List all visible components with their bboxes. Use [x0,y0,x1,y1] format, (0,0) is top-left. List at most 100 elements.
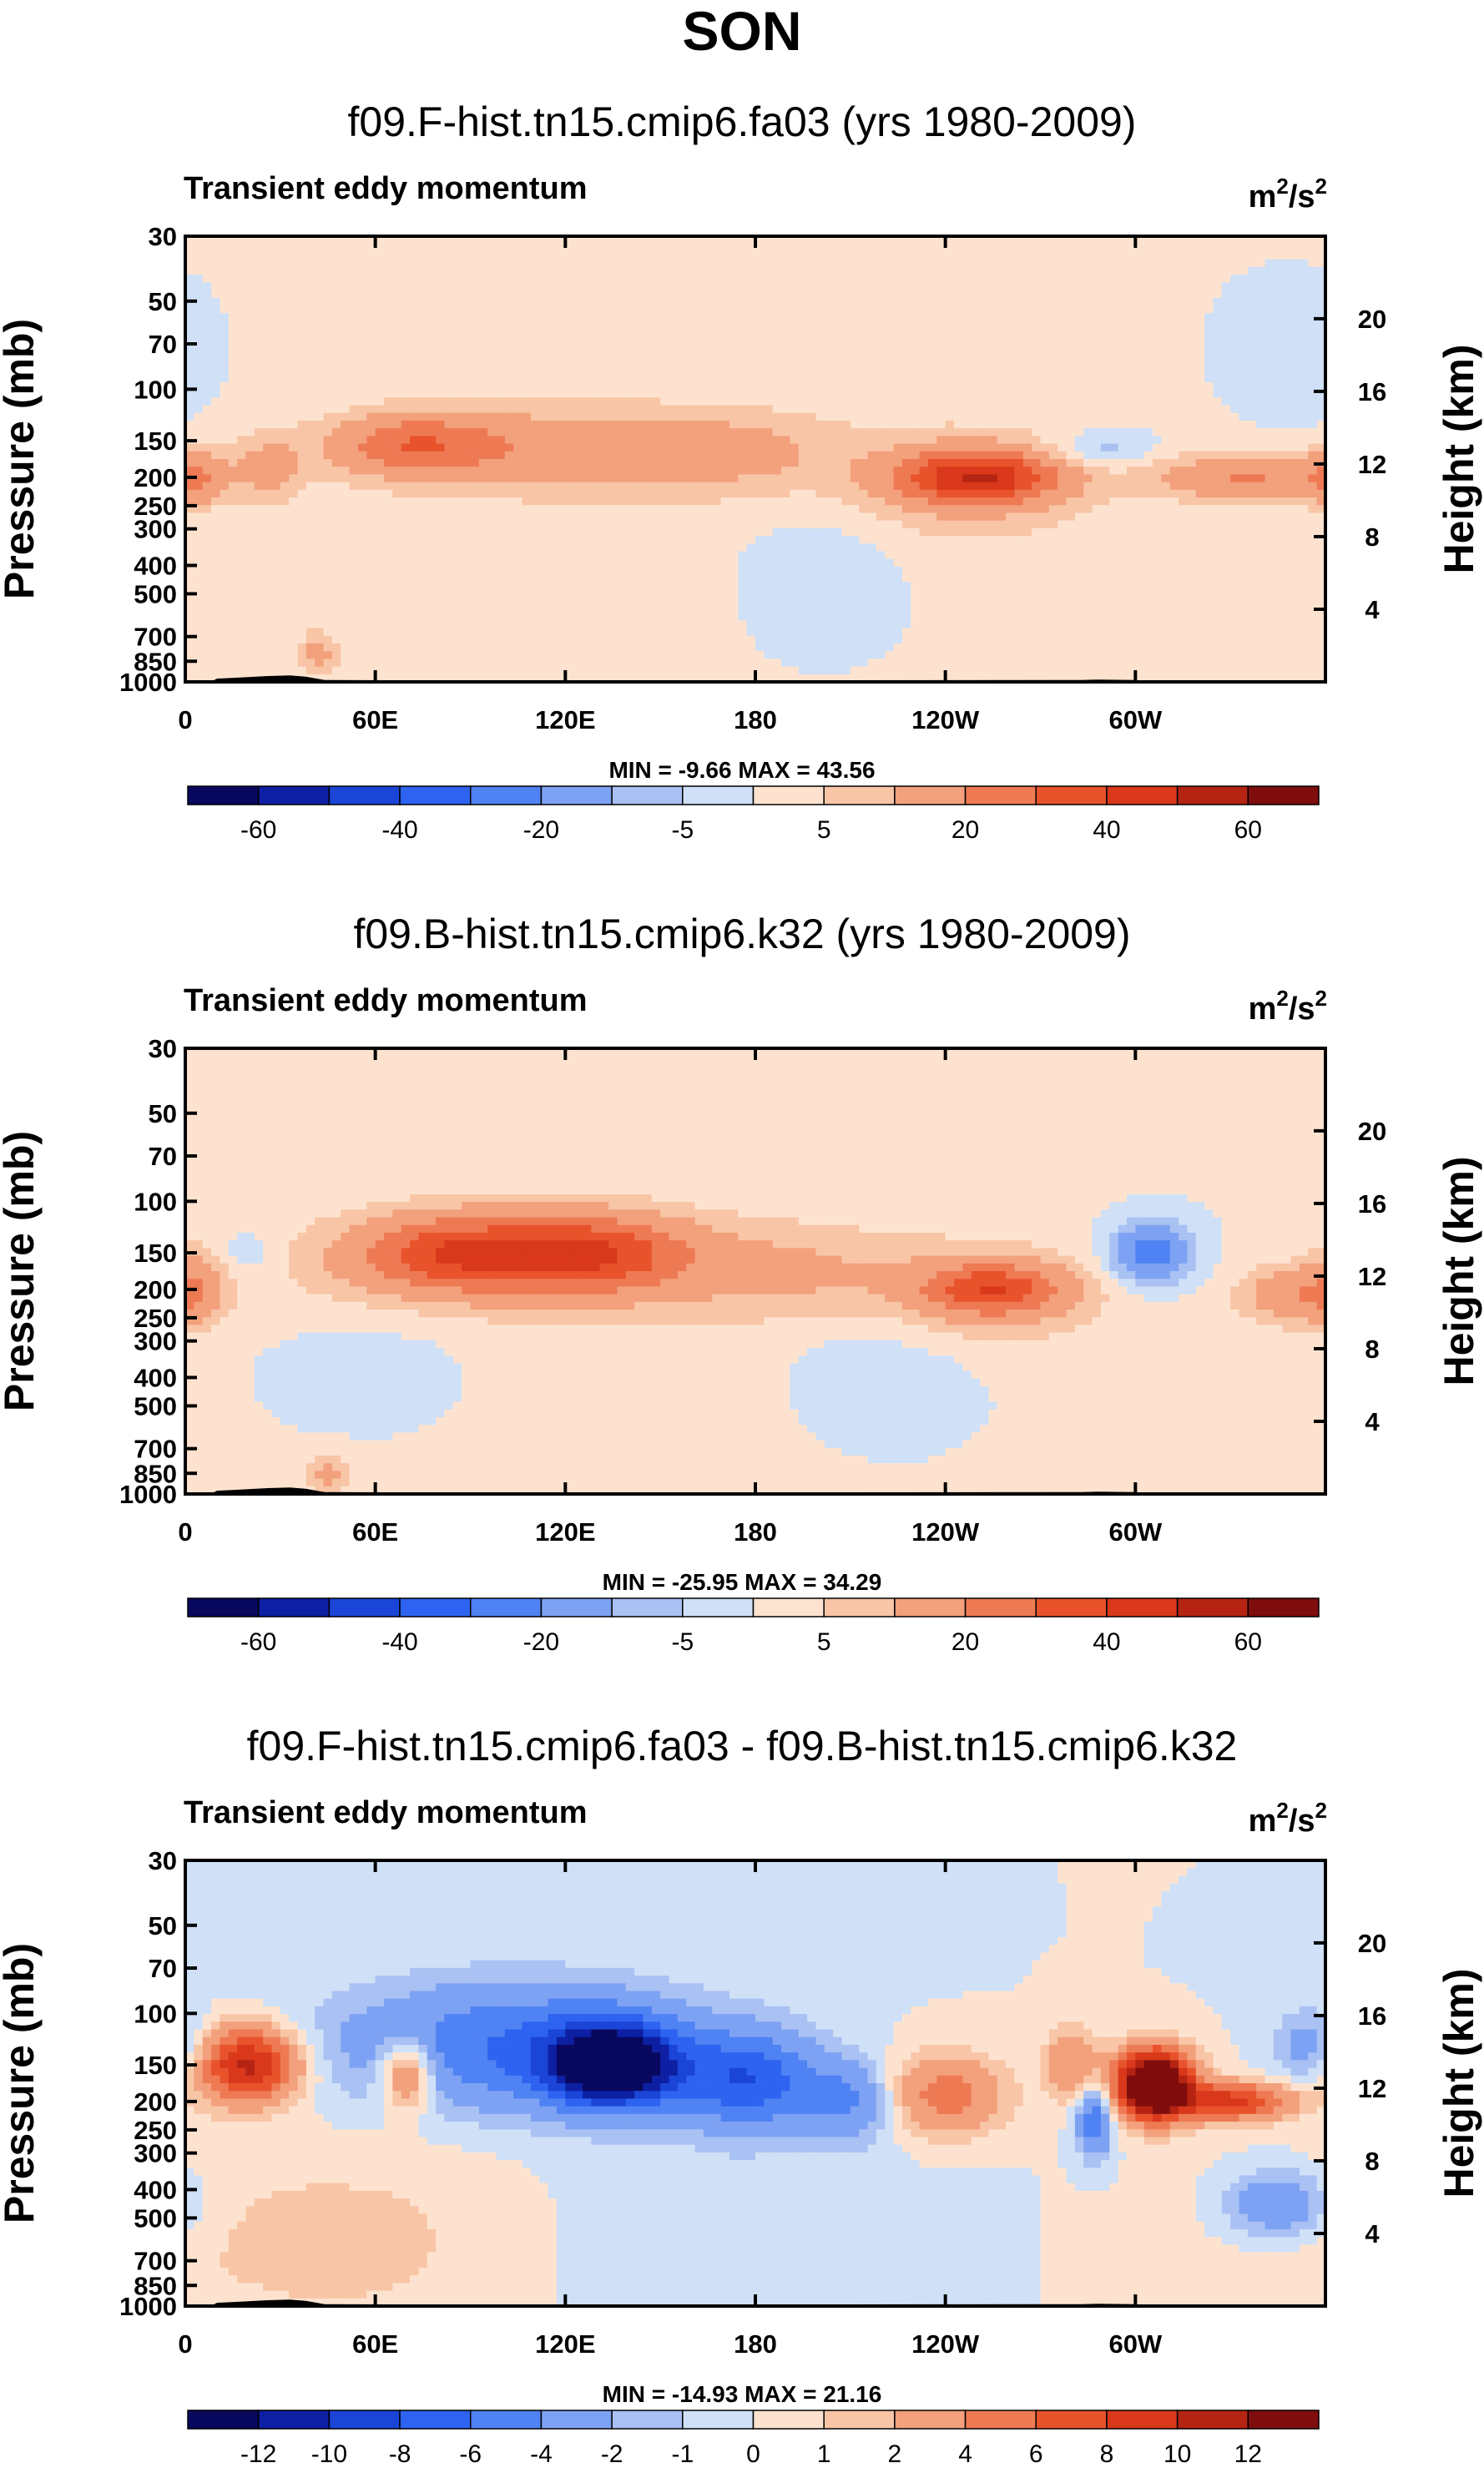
contour-cell [427,390,437,398]
contour-cell [341,405,351,414]
contour-cell [936,275,946,283]
contour-cell [504,290,514,299]
contour-cell [1308,482,1318,491]
contour-cell [263,489,273,498]
contour-cell [927,282,937,291]
contour-cell [1308,236,1318,245]
contour-cell [522,251,532,260]
contour-cell [746,474,756,483]
contour-cell [833,436,843,445]
contour-cell [764,520,774,529]
contour-cell [289,259,299,268]
contour-cell [1316,351,1326,360]
contour-cell [496,405,506,414]
contour-cell [1308,381,1318,391]
contour-cell [375,259,385,268]
contour-cell [1109,236,1119,245]
contour-cell [781,412,790,421]
contour-cell [462,251,472,260]
contour-cell [211,244,220,253]
contour-cell [297,236,307,245]
contour-cell [599,390,609,398]
contour-cell [807,305,817,314]
contour-cell [1135,420,1145,429]
contour-cell [824,512,834,522]
contour-cell [1048,459,1058,467]
contour-cell [591,381,601,391]
contour-cell [841,336,851,345]
contour-cell [1074,359,1084,368]
contour-cell [660,459,670,467]
contour-cell [1100,520,1110,529]
contour-cell [824,505,834,514]
contour-cell [677,459,687,467]
contour-cell [220,436,230,445]
contour-cell [1143,275,1153,283]
contour-cell [530,443,540,452]
contour-cell [323,266,333,275]
contour-cell [893,467,903,476]
contour-cell [444,251,454,260]
contour-cell [315,512,325,522]
contour-cell [289,336,299,345]
contour-cell [1118,351,1128,360]
contour-cell [211,459,220,467]
contour-cell [807,428,817,437]
contour-cell [271,482,281,491]
contour-cell [954,497,963,506]
contour-cell [297,328,307,337]
contour-cell [583,443,592,452]
contour-cell [1109,282,1119,291]
contour-cell [1230,366,1240,376]
contour-cell [954,420,963,429]
contour-cell [305,482,315,491]
contour-cell [893,459,903,467]
contour-cell [841,443,851,452]
contour-cell [211,505,220,514]
contour-cell [410,251,420,260]
contour-cell [496,428,506,437]
contour-cell [738,467,748,476]
contour-cell [919,443,929,452]
contour-cell [202,290,212,299]
contour-cell [1048,390,1058,398]
contour-cell [237,397,247,406]
contour-cell [876,366,886,376]
contour-cell [573,359,583,368]
contour-cell [772,512,782,522]
contour-cell [901,474,911,483]
contour-cell [487,259,497,268]
contour-cell [815,436,825,445]
contour-cell [462,290,472,299]
contour-cell [341,451,351,460]
contour-cell [271,236,281,245]
contour-cell [583,428,592,437]
contour-cell [1290,512,1300,522]
contour-cell [1014,482,1024,491]
contour-cell [997,390,1007,398]
contour-cell [1014,343,1024,352]
contour-cell [392,328,402,337]
contour-cell [1109,390,1119,398]
contour-cell [1308,505,1318,514]
contour-cell [349,336,359,345]
contour-cell [263,313,273,321]
contour-cell [1282,313,1292,321]
contour-cell [289,313,299,321]
contour-cell [410,275,420,283]
contour-cell [530,436,540,445]
contour-cell [1308,251,1318,260]
contour-cell [988,282,998,291]
contour-cell [565,412,575,421]
contour-cell [297,520,307,529]
contour-cell [764,266,774,275]
contour-cell [1299,381,1309,391]
contour-cell [539,305,549,314]
contour-cell [583,251,592,260]
contour-cell [1022,405,1032,414]
contour-cell [331,251,341,260]
contour-cell [1256,290,1266,299]
contour-cell [643,282,653,291]
contour-cell [384,474,393,483]
contour-cell [1264,497,1275,506]
